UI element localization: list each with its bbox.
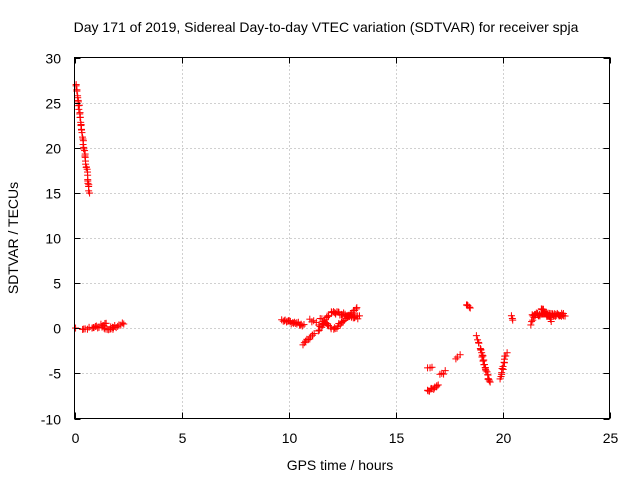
data-point	[309, 331, 317, 339]
y-tick-label: -5	[49, 366, 62, 382]
data-point	[118, 319, 126, 327]
data-point	[355, 312, 363, 320]
data-point	[472, 332, 480, 340]
data-point	[347, 310, 355, 318]
y-tick-label: 5	[53, 276, 61, 292]
data-point	[441, 367, 449, 375]
x-tick-labels: 0 5 10 15 20 25	[72, 430, 619, 446]
data-point	[76, 114, 84, 122]
grid	[74, 57, 610, 419]
data-point	[325, 312, 333, 320]
x-tick-label: 20	[496, 430, 512, 446]
data-point	[456, 351, 464, 359]
data-point	[478, 353, 486, 361]
data-point	[114, 322, 122, 330]
data-point	[528, 318, 536, 326]
data-point	[479, 357, 487, 365]
data-point	[77, 122, 85, 130]
data-point	[102, 319, 110, 327]
x-tick-label: 15	[389, 430, 405, 446]
data-point	[547, 318, 555, 326]
data-point	[509, 316, 517, 324]
data-point	[120, 320, 128, 328]
data-point	[75, 105, 83, 113]
data-point	[72, 82, 80, 90]
data-point	[475, 339, 483, 347]
data-point	[466, 304, 474, 312]
data-point	[539, 305, 547, 313]
data-point	[80, 145, 88, 153]
data-point	[485, 377, 493, 385]
data-point	[298, 322, 306, 330]
y-tick-label: 30	[45, 51, 61, 67]
x-tick-label: 0	[72, 430, 80, 446]
data-point	[314, 327, 322, 335]
y-tick-label: 15	[45, 186, 61, 202]
data-point	[561, 312, 569, 320]
y-tick-label: 20	[45, 141, 61, 157]
y-tick-label: 0	[53, 321, 61, 337]
data-point	[330, 325, 338, 333]
data-point	[424, 386, 432, 394]
data-point	[353, 304, 361, 312]
y-tick-label: 25	[45, 96, 61, 112]
data-point	[354, 315, 362, 323]
data-points	[72, 81, 569, 395]
data-point	[503, 349, 511, 357]
data-point	[352, 305, 360, 313]
axis-ticks	[74, 57, 611, 420]
y-tick-label: -10	[41, 412, 61, 428]
y-tick-labels: -10 -5 0 5 10 15 20 25 30	[41, 51, 61, 428]
y-axis-label: SDTVAR / TECUs	[5, 182, 21, 294]
data-point	[84, 179, 92, 187]
data-point	[318, 315, 326, 323]
data-point	[482, 367, 490, 375]
x-axis-label: GPS time / hours	[287, 457, 394, 473]
data-point	[310, 330, 318, 338]
x-tick-label: 5	[179, 430, 187, 446]
data-point	[480, 361, 488, 369]
data-point	[94, 324, 102, 332]
data-point	[319, 318, 327, 326]
data-point	[440, 370, 448, 378]
data-point	[75, 101, 83, 109]
data-point	[86, 189, 94, 197]
data-point	[452, 355, 460, 363]
data-point	[300, 321, 308, 329]
data-point	[527, 321, 535, 329]
data-point	[428, 363, 436, 371]
x-tick-label: 25	[603, 430, 619, 446]
y-tick-label: 10	[45, 231, 61, 247]
data-point	[291, 319, 299, 327]
data-point	[434, 381, 442, 389]
data-point	[433, 382, 441, 390]
data-point	[78, 129, 86, 137]
data-point	[82, 163, 90, 171]
data-point	[486, 378, 494, 386]
data-point	[297, 321, 305, 329]
data-point	[100, 324, 108, 332]
data-point	[465, 303, 473, 311]
data-point	[499, 362, 507, 370]
data-point	[351, 313, 359, 321]
data-point	[79, 141, 87, 149]
data-point	[502, 352, 510, 360]
x-tick-label: 10	[282, 430, 298, 446]
chart-title: Day 171 of 2019, Sidereal Day-to-day VTE…	[74, 19, 579, 35]
